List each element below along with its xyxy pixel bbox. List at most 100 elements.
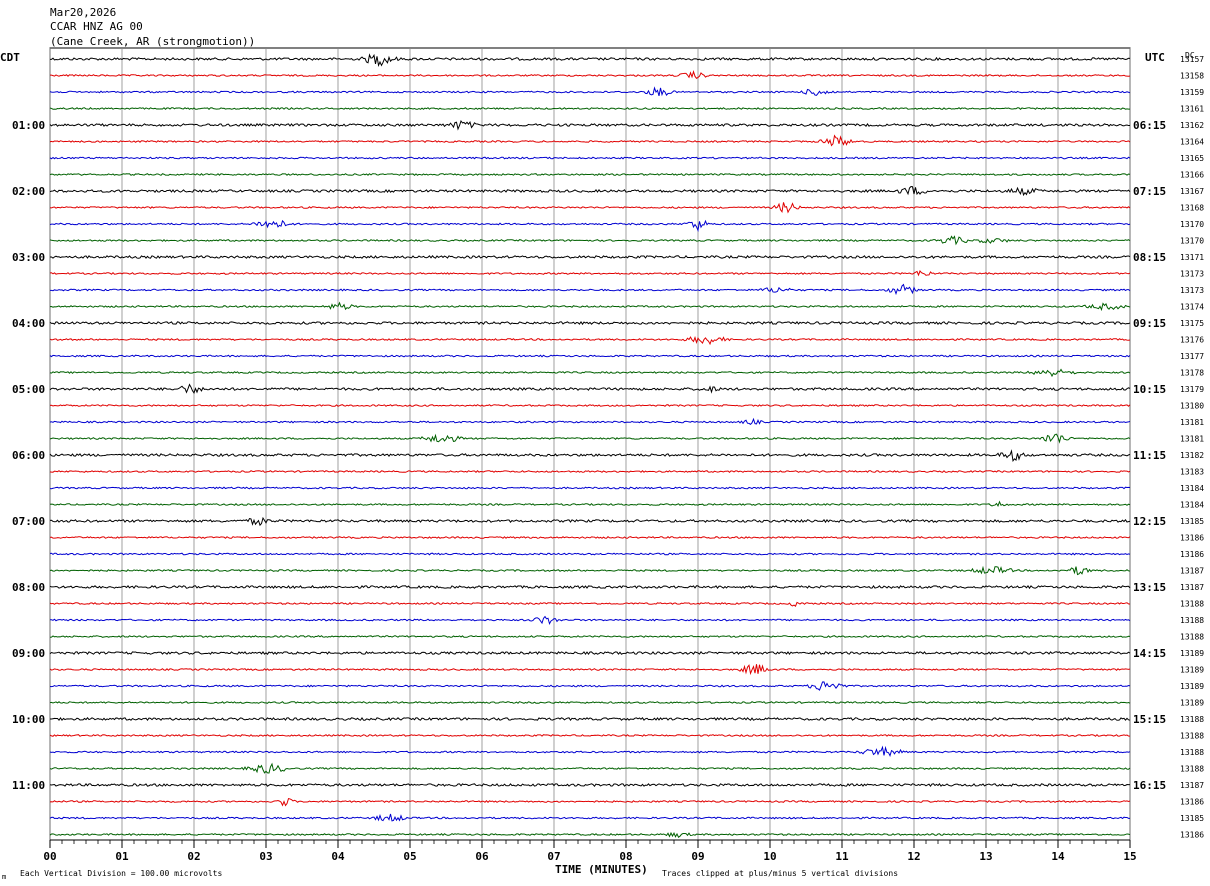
- x-tick-label: 13: [979, 850, 992, 863]
- trace-row: [49, 417, 1131, 425]
- dc-offset-label: 13184: [1180, 501, 1204, 510]
- right-hour-label: 14:15: [1133, 647, 1166, 660]
- left-hour-label: 11:00: [12, 779, 45, 792]
- trace-row: [49, 156, 1131, 160]
- right-hour-label: 07:15: [1133, 185, 1166, 198]
- right-hour-label: 09:15: [1133, 317, 1166, 330]
- left-hour-label: 04:00: [12, 317, 45, 330]
- trace-row: [49, 433, 1131, 444]
- left-hour-label: 10:00: [12, 713, 45, 726]
- x-axis-title: TIME (MINUTES): [555, 863, 648, 876]
- trace-row: [49, 383, 1131, 394]
- left-hour-label: 03:00: [12, 251, 45, 264]
- right-hour-label: 10:15: [1133, 383, 1166, 396]
- dc-offset-label: 13189: [1180, 682, 1204, 691]
- right-hour-label: 13:15: [1133, 581, 1166, 594]
- dc-offset-label: 13186: [1180, 534, 1204, 543]
- trace-row: [49, 53, 1131, 68]
- left-hour-labels: 01:00 02:00 03:00 04:00 05:00 06:00 07:00 08:00…: [12, 119, 45, 792]
- dc-offset-label: 13178: [1180, 369, 1204, 378]
- trace-row: [49, 516, 1131, 527]
- right-hour-label: 06:15: [1133, 119, 1166, 132]
- dc-offset-label: 13187: [1180, 567, 1204, 576]
- trace-row: [49, 798, 1131, 807]
- dc-offset-label: 13185: [1180, 517, 1204, 526]
- date-label: Mar20,2026: [50, 6, 116, 19]
- trace-row: [49, 782, 1131, 787]
- x-tick-label: 10: [763, 850, 776, 863]
- left-timezone-label: CDT: [0, 51, 20, 64]
- x-tick-label: 01: [115, 850, 129, 863]
- trace-row: [49, 449, 1131, 463]
- dc-offset-label: 13188: [1180, 616, 1204, 625]
- trace-row: [49, 404, 1131, 407]
- x-tick-label: 00: [43, 850, 56, 863]
- left-hour-label: 05:00: [12, 383, 45, 396]
- dc-offset-label: 13189: [1180, 699, 1204, 708]
- dc-offset-label: 13157: [1180, 55, 1204, 64]
- dc-offset-label: 13166: [1180, 171, 1204, 180]
- dc-offset-label: 13183: [1180, 468, 1204, 477]
- dc-offset-label: 13188: [1180, 748, 1204, 757]
- trace-row: [49, 202, 1131, 214]
- trace-row: [49, 733, 1131, 737]
- trace-row: [49, 584, 1131, 590]
- dc-offset-label: 13159: [1180, 88, 1204, 97]
- dc-offset-label: 13188: [1180, 715, 1204, 724]
- trace-row: [49, 831, 1131, 838]
- dc-offset-label: 13182: [1180, 451, 1204, 460]
- trace-row: [49, 119, 1131, 131]
- right-hour-label: 11:15: [1133, 449, 1166, 462]
- trace-row: [49, 664, 1131, 676]
- location-label: (Cane Creek, AR (strongmotion)): [50, 35, 255, 48]
- left-hour-label: 09:00: [12, 647, 45, 660]
- dc-offset-label: 13165: [1180, 154, 1204, 163]
- dc-label: DC: [1185, 51, 1195, 60]
- trace-row: [49, 70, 1131, 80]
- dc-offset-label: 13180: [1180, 402, 1204, 411]
- trace-row: [49, 134, 1131, 147]
- trace-row: [49, 716, 1131, 721]
- trace-row: [49, 536, 1131, 539]
- trace-row: [49, 336, 1131, 346]
- dc-offset-label: 13168: [1180, 204, 1204, 213]
- x-tick-label: 07: [547, 850, 560, 863]
- trace-row: [49, 762, 1131, 774]
- x-tick-label: 11: [835, 850, 849, 863]
- plot-frame: [49, 47, 1131, 841]
- trace-row: [49, 601, 1131, 607]
- corner-mark: m: [2, 873, 6, 881]
- minute-gridlines: [49, 47, 1131, 841]
- dc-offset-label: 13164: [1180, 138, 1204, 147]
- dc-offset-label: 13170: [1180, 220, 1204, 229]
- dc-offset-label: 13175: [1180, 319, 1204, 328]
- right-timezone-label: UTC: [1145, 51, 1165, 64]
- dc-offset-label: 13162: [1180, 121, 1204, 130]
- x-tick-label: 06: [475, 850, 489, 863]
- x-tick-label: 08: [619, 850, 632, 863]
- trace-row: [49, 283, 1131, 296]
- dc-offset-label: 13176: [1180, 336, 1204, 345]
- trace-row: [49, 615, 1131, 626]
- dc-offset-label: 13161: [1180, 105, 1204, 114]
- trace-row: [49, 354, 1131, 358]
- trace-row: [49, 552, 1131, 556]
- right-hour-label: 16:15: [1133, 779, 1166, 792]
- footer-clip-note: Traces clipped at plus/minus 5 vertical …: [662, 869, 898, 878]
- trace-row: [49, 86, 1131, 97]
- dc-offset-label: 13186: [1180, 550, 1204, 559]
- x-tick-label: 14: [1051, 850, 1065, 863]
- left-hour-label: 02:00: [12, 185, 45, 198]
- trace-row: [49, 270, 1131, 277]
- right-hour-labels: 06:15 07:15 08:15 09:15 10:15 11:15 12:15 13:15…: [1133, 119, 1166, 792]
- dc-offset-label: 13188: [1180, 732, 1204, 741]
- dc-offset-label: 13185: [1180, 814, 1204, 823]
- dc-offset-label: 13189: [1180, 666, 1204, 675]
- footer-scale-note: Each Vertical Division = 100.00 microvol…: [20, 869, 222, 878]
- trace-row: [49, 486, 1131, 490]
- dc-offset-label: 13167: [1180, 187, 1204, 196]
- dc-offset-label: 13186: [1180, 831, 1204, 840]
- trace-row: [49, 681, 1131, 691]
- x-tick-label: 03: [259, 850, 272, 863]
- dc-offset-label: 13181: [1180, 435, 1204, 444]
